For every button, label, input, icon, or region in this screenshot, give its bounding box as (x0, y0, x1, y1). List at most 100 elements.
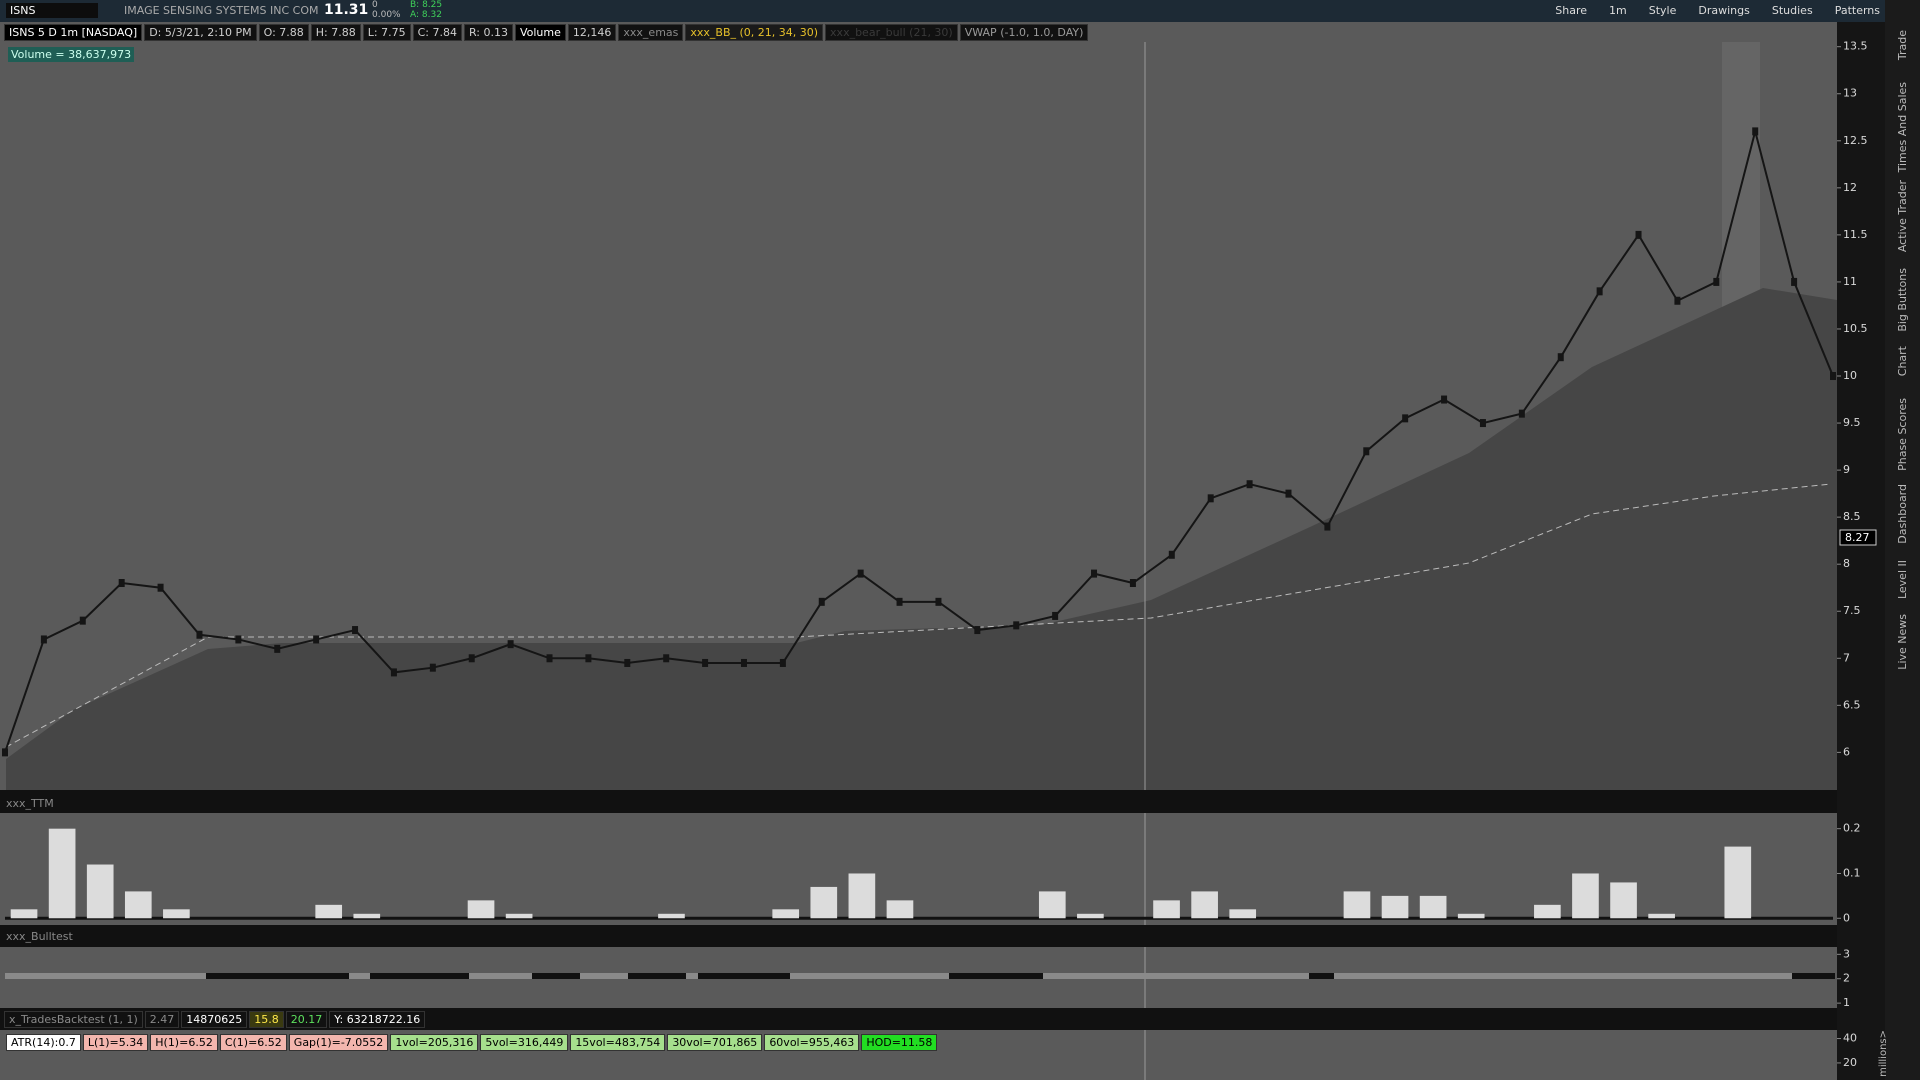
candle (1713, 277, 1720, 286)
candle (352, 626, 359, 635)
toolbar-button[interactable]: Studies (1771, 4, 1813, 17)
ttm-bar (810, 886, 838, 919)
header-item: xxx_emas (618, 23, 684, 41)
toolbar-button[interactable]: Drawings (1698, 4, 1750, 17)
candle (1441, 395, 1448, 404)
candle (1207, 494, 1214, 503)
sidebar-tab[interactable]: Big Buttons (1896, 268, 1909, 332)
sidebar-tab[interactable]: Dashboard (1896, 484, 1909, 544)
toolbar-buttons: Share 1m Style Drawings Studies Patterns (1555, 4, 1880, 17)
ttm-bar (1038, 891, 1066, 919)
ttm-bar (1191, 891, 1218, 919)
y-tick-label: 3 (1843, 947, 1850, 960)
candle (896, 597, 903, 606)
candle (196, 630, 203, 639)
sidebar-tab[interactable]: Phase Scores (1896, 398, 1909, 471)
candle (1285, 489, 1292, 498)
change: 0 (372, 0, 378, 10)
sidebar-tab[interactable]: Live News (1896, 614, 1909, 670)
sidebar (1885, 0, 1920, 1080)
volume-label: Volume = 38,637,973 (8, 47, 135, 62)
candle (1479, 419, 1486, 428)
header-item: ISNS 5 D 1m [NASDAQ] (4, 23, 143, 41)
label-chip: ATR(14):0.7 (6, 1033, 81, 1051)
header-item: L: 7.75 (362, 23, 411, 41)
header-item: C: 7.84 (412, 23, 462, 41)
header-item: D: 5/3/21, 2:10 PM (144, 23, 257, 41)
candle (40, 635, 47, 644)
ttm-bar (163, 909, 190, 919)
candle (546, 654, 553, 663)
backtest-item: x_TradesBacktest (1, 1) (4, 1010, 143, 1028)
label-chip: 5vol=316,449 (480, 1033, 569, 1051)
toolbar-button[interactable]: Patterns (1834, 4, 1880, 17)
study-header: ISNS 5 D 1m [NASDAQ] D: 5/3/21, 2:10 PM O:… (4, 22, 1089, 42)
toolbar-button[interactable]: 1m (1609, 4, 1627, 17)
y-tick-label: 7.5 (1843, 604, 1861, 617)
y-tick-label: 13.5 (1843, 40, 1868, 53)
symbol-input[interactable]: ISNS (6, 3, 98, 18)
ttm-bar (353, 913, 381, 919)
toolbar-button[interactable]: Style (1648, 4, 1677, 17)
y-tick-label: 2 (1843, 972, 1850, 985)
ttm-bar (1229, 909, 1257, 919)
sidebar-tab[interactable]: Chart (1896, 346, 1909, 377)
header-item: VWAP (-1.0, 1.0, DAY) (959, 23, 1089, 41)
backtest-item: 2.47 (144, 1010, 180, 1028)
sidebar-tab[interactable]: Active Trader (1896, 180, 1909, 253)
change-pct: 0.00% (372, 10, 401, 20)
candle (1518, 409, 1525, 418)
candle (1791, 277, 1798, 286)
y-tick-label: 10 (1843, 369, 1857, 382)
candle (1596, 287, 1603, 296)
candle (468, 654, 475, 663)
bulltest-strip (5, 973, 1835, 979)
header-item: H: 7.88 (310, 23, 361, 41)
bulltest-title: xxx_Bulltest (6, 930, 73, 943)
candle (1402, 414, 1409, 423)
sidebar-tab[interactable]: Times And Sales (1896, 82, 1909, 173)
ttm-bar (505, 913, 533, 919)
y-tick-label: 8 (1843, 557, 1850, 570)
y-tick-label: 12 (1843, 181, 1857, 194)
ttm-title: xxx_TTM (6, 797, 54, 810)
ttm-bar (1381, 895, 1409, 919)
sidebar-tab[interactable]: Level II (1896, 560, 1909, 600)
price-axis (1837, 22, 1885, 1080)
candle (1129, 579, 1136, 588)
candle (624, 658, 631, 667)
vwap-line (5, 483, 1832, 748)
label-chip: HOD=11.58 (861, 1033, 938, 1051)
ttm-bar (1648, 913, 1675, 919)
ttm-bar (848, 873, 876, 919)
candle (390, 668, 397, 677)
ask: A: 8.32 (410, 10, 442, 20)
toolbar-button[interactable]: Share (1555, 4, 1588, 17)
volume-unit: millions> (1878, 1030, 1889, 1077)
backtest-item: 15.8 (249, 1010, 284, 1028)
ttm-bar (1153, 900, 1180, 919)
last-price-box (1839, 529, 1877, 546)
candle (585, 654, 592, 663)
label-chip: C(1)=6.52 (219, 1033, 287, 1051)
ttm-bar (1419, 895, 1447, 919)
candle (1674, 296, 1681, 305)
candle (157, 583, 164, 592)
y-tick-label: 6 (1843, 745, 1850, 758)
ttm-bar (1534, 904, 1561, 919)
candle (1168, 550, 1175, 559)
label-chip: Gap(1)=-7.0552 (288, 1033, 389, 1051)
candle (1635, 230, 1642, 239)
label-chip: 15vol=483,754 (570, 1033, 666, 1051)
header-item: Volume (514, 23, 566, 41)
candle (818, 597, 825, 606)
y-tick-label: 7 (1843, 651, 1850, 664)
candle (702, 658, 709, 667)
sidebar-tab[interactable]: Trade (1896, 30, 1909, 61)
ttm-bar (124, 891, 152, 919)
candle (313, 635, 320, 644)
y-tick-label: 9.5 (1843, 416, 1861, 429)
candle (1557, 353, 1564, 362)
candle (1752, 127, 1759, 136)
